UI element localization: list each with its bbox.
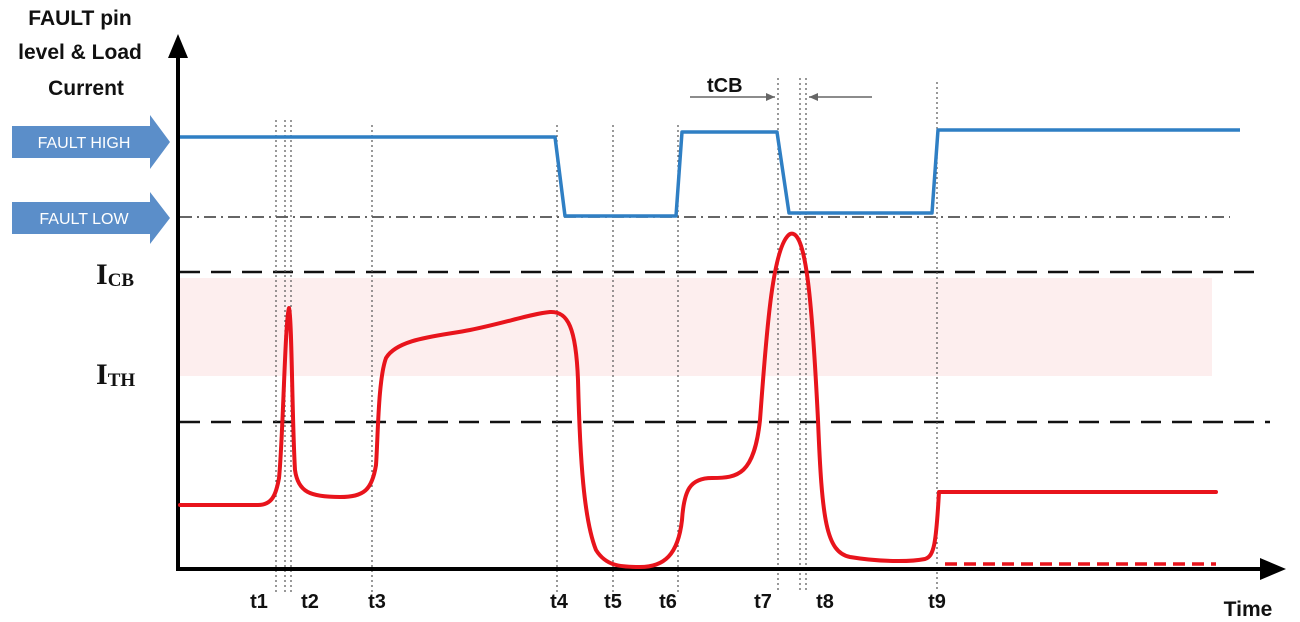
fault-high-label: FAULT HIGH [38,135,131,152]
x-axis-arrowhead [1260,558,1286,580]
ith-main: I [96,358,108,391]
time-marker-labels: t1 t2 t3 t4 t5 t6 t7 t8 t9 [250,591,946,613]
time-label-t7: t7 [754,591,772,613]
time-label-t3: t3 [368,591,386,613]
y-axis-title-line-3: Current [48,77,124,100]
y-axis-title-line-1: FAULT pin [28,7,131,30]
fault-low-arrow: FAULT LOW [12,192,170,244]
load-current-trace [178,231,1218,569]
x-axis-title: Time [1224,598,1273,621]
icb-subscript: CB [108,270,135,291]
time-label-t5: t5 [604,591,622,613]
fault-pin-trace [180,128,1240,218]
fault-high-arrow-shape [12,115,170,169]
time-label-t6: t6 [659,591,677,613]
threshold-band [180,278,1212,376]
y-axis-title: FAULT pin level & Load Current [18,7,142,100]
fault-low-label: FAULT LOW [39,211,129,228]
time-label-t2: t2 [301,591,319,613]
time-label-t1: t1 [250,591,268,613]
time-label-t4: t4 [550,591,569,613]
icb-level-label: ICB [96,258,134,291]
time-label-t8: t8 [816,591,834,613]
fault-high-arrow: FAULT HIGH [12,115,170,169]
ith-subscript: TH [108,370,136,391]
tcb-label: tCB [707,75,743,97]
y-axis-title-line-2: level & Load [18,41,142,64]
y-axis-arrowhead [168,34,188,58]
icb-main: I [96,258,108,291]
fault-low-arrow-shape [12,192,170,244]
ith-level-label: ITH [96,358,135,391]
time-label-t9: t9 [928,591,946,613]
